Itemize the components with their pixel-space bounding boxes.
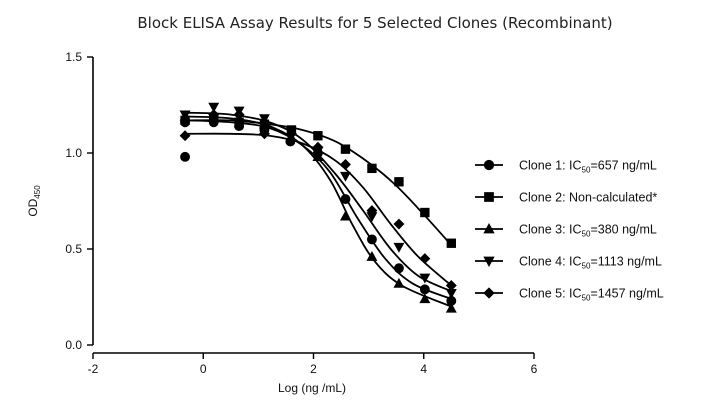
series-1-point-12 bbox=[446, 295, 457, 306]
y-tick-label: 0.5 bbox=[65, 242, 82, 256]
x-axis-label: Log (ng /mL) bbox=[278, 381, 346, 395]
series-2-point-9 bbox=[394, 177, 404, 187]
series-3-point-8 bbox=[366, 250, 378, 261]
legend-label-3-prefix: Clone 3: IC bbox=[519, 223, 582, 237]
series-5-point-5 bbox=[285, 128, 297, 140]
series-2-point-11 bbox=[446, 238, 456, 248]
series-5-point-1 bbox=[179, 130, 191, 142]
legend-marker-1 bbox=[483, 159, 495, 171]
series-4-point-4 bbox=[258, 114, 270, 125]
y-tick-label: 0.0 bbox=[65, 338, 82, 352]
x-ticks: -2 0 2 4 6 bbox=[88, 353, 538, 376]
x-tick-label: 0 bbox=[200, 362, 207, 376]
y-tick-label: 1.0 bbox=[65, 146, 82, 160]
legend-label-3-suffix: =380 ng/mL bbox=[590, 223, 656, 237]
series-2-point-7 bbox=[340, 144, 351, 154]
series-2-point-10 bbox=[420, 207, 430, 218]
series-2-point-6 bbox=[313, 131, 323, 141]
legend-label-3: Clone 3: IC50=380 ng/mL bbox=[519, 223, 657, 239]
series-3-point-7 bbox=[340, 210, 351, 221]
series-1-point-1 bbox=[180, 151, 190, 162]
series-2-point-8 bbox=[367, 163, 377, 174]
series-5-point-4 bbox=[258, 128, 270, 140]
legend-label-3-sub: 50 bbox=[582, 230, 591, 239]
legend-label-4-suffix: =1113 ng/mL bbox=[590, 255, 662, 269]
legend-label-5-suffix: =1457 ng/mL bbox=[590, 287, 663, 301]
series-5-point-7 bbox=[340, 159, 351, 170]
legend-label-5-prefix: Clone 5: IC bbox=[519, 287, 582, 301]
series-4-point-9 bbox=[393, 242, 405, 253]
series-5-point-10 bbox=[419, 253, 431, 265]
series-5-point-9 bbox=[393, 218, 405, 230]
series-4-point-2 bbox=[208, 102, 220, 113]
legend-marker-5 bbox=[483, 287, 495, 299]
series-3-point-9 bbox=[393, 277, 405, 288]
legend-label-5: Clone 5: IC50=1457 ng/mL bbox=[519, 287, 664, 303]
series-5-point-6 bbox=[312, 141, 324, 153]
series-5-point-2 bbox=[208, 109, 220, 121]
legend-label-4-sub: 50 bbox=[582, 262, 591, 271]
series-4-point-1 bbox=[179, 110, 191, 121]
axes bbox=[92, 57, 534, 354]
series-5-point-3 bbox=[233, 109, 245, 121]
legend-label-2-prefix: Clone 2: Non-calculated* bbox=[519, 191, 657, 205]
fit-curves bbox=[186, 111, 452, 308]
legend-label-1: Clone 1: IC50=657 ng/mL bbox=[519, 159, 657, 175]
chart-title: Block ELISA Assay Results for 5 Selected… bbox=[137, 14, 612, 32]
legend-marker-3 bbox=[483, 223, 495, 234]
y-axis-label-sub: 450 bbox=[33, 185, 42, 199]
legend-label-5-sub: 50 bbox=[582, 294, 591, 303]
series-1-point-8 bbox=[340, 194, 351, 205]
x-tick-label: 6 bbox=[531, 362, 538, 376]
legend-label-4: Clone 4: IC50=1113 ng/mL bbox=[519, 255, 662, 271]
series-1-point-11 bbox=[419, 284, 430, 295]
series-4-point-8 bbox=[366, 212, 378, 223]
series-4-point-11 bbox=[445, 289, 457, 299]
x-tick-label: -2 bbox=[88, 362, 99, 376]
legend-label-1-sub: 50 bbox=[582, 166, 591, 175]
series-5-point-11 bbox=[445, 280, 457, 291]
legend-label-1-suffix: =657 ng/mL bbox=[590, 159, 656, 173]
legend-label-2: Clone 2: Non-calculated* bbox=[519, 191, 657, 205]
series-1-point-9 bbox=[366, 234, 377, 245]
series-5-point-8 bbox=[366, 205, 378, 217]
y-axis-label: OD450 bbox=[26, 185, 42, 217]
series-5-fit-curve bbox=[186, 132, 452, 287]
x-tick-label: 2 bbox=[310, 362, 317, 376]
series-4-point-7 bbox=[340, 171, 351, 182]
x-tick-label: 4 bbox=[420, 362, 427, 376]
series-3-point-10 bbox=[419, 293, 431, 304]
y-axis-label-main: OD bbox=[26, 198, 40, 216]
series-3-point-11 bbox=[445, 302, 457, 313]
legend-label-1-prefix: Clone 1: IC bbox=[519, 159, 582, 173]
y-ticks: 0.0 0.5 1.0 1.5 bbox=[65, 50, 93, 352]
series-4-point-10 bbox=[419, 273, 431, 284]
series-1-point-10 bbox=[394, 263, 404, 274]
legend-label-4-prefix: Clone 4: IC bbox=[519, 255, 582, 269]
y-tick-label: 1.5 bbox=[65, 50, 82, 64]
legend-marker-4 bbox=[483, 256, 495, 267]
data-points bbox=[179, 102, 457, 313]
legend-marker-2 bbox=[484, 192, 494, 202]
